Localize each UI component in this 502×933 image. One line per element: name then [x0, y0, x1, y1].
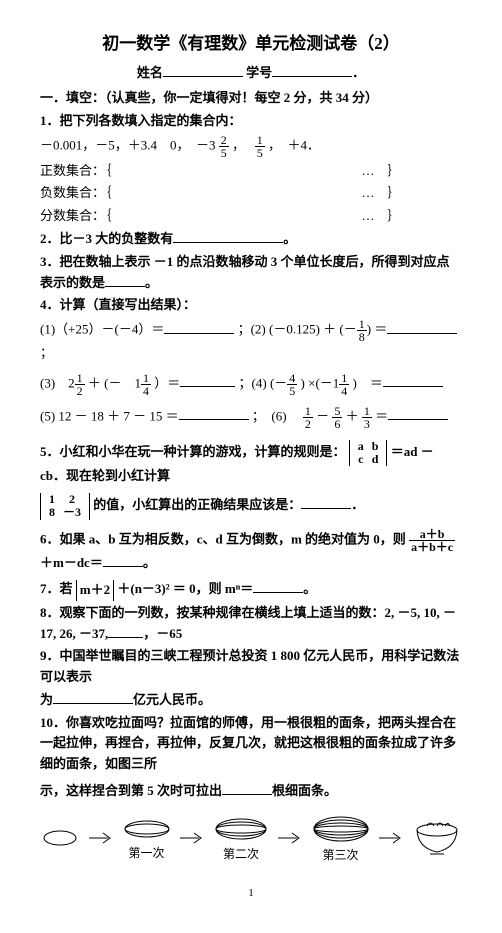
section1-head: 一．填空：（认真些，你一定填得对！每空 2 分，共 34 分） [40, 88, 462, 109]
q3: 3．把在数轴上表示 －1 的点沿数轴移动 3 个单位长度后，所得到对应点表示的数… [40, 252, 462, 294]
name-line: 姓名 学号． [40, 63, 462, 84]
name-label: 姓名 [137, 65, 163, 80]
q9-blank[interactable] [53, 691, 133, 704]
q5-matrix2: 128－3 [40, 493, 90, 519]
q6: 6．如果 a、b 互为相反数，c、d 互为倒数，m 的绝对值为 0，则 a＋ba… [40, 528, 462, 574]
q7-blank[interactable] [253, 580, 303, 593]
q4-1-blank[interactable] [164, 321, 234, 334]
q8-blank[interactable] [108, 625, 143, 638]
id-blank[interactable] [272, 64, 352, 77]
q5-blank[interactable] [301, 496, 351, 509]
noodle-1: 第一次 [122, 814, 172, 863]
q1-tail: ， ＋4． [268, 137, 320, 152]
q10-cont: 示，这样捏合到第 5 次时可拉出根细面条。 [40, 781, 462, 802]
q1-frac1: 25 [219, 134, 229, 159]
noodle-1-label: 第一次 [122, 844, 172, 863]
q10-blank[interactable] [222, 782, 272, 795]
noodle-diagram: 第一次 第二次 第三次 [40, 812, 462, 865]
q6-blank[interactable] [103, 554, 143, 567]
noodle-0 [40, 823, 80, 853]
q9-cont: 为亿元人民币。 [40, 690, 462, 711]
noodle-2-label: 第二次 [213, 845, 269, 864]
q4-3-blank[interactable] [180, 374, 235, 387]
q4-2-blank[interactable] [387, 321, 457, 334]
noodle-3: 第三次 [311, 812, 371, 865]
q7-abs: m＋2 [76, 580, 114, 601]
q1-positive-set: 正数集合：｛… ｝ [40, 161, 462, 182]
q4-head: 4．计算（直接写出结果）： [40, 295, 462, 316]
q1-negative-set: 负数集合：｛… ｝ [40, 183, 462, 204]
q1-head: 1．把下列各数填入指定的集合内： [40, 111, 462, 132]
q4-6-blank[interactable] [388, 407, 448, 420]
noodle-2: 第二次 [213, 813, 269, 864]
bowl [412, 818, 462, 858]
q1-nums-text: －0.001，－5，＋3.4 0， －3 [40, 137, 216, 152]
q1-frac2: 15 [255, 134, 265, 159]
q9: 9．中国举世瞩目的三峡工程预计总投资 1 800 亿元人民币，用科学记数法可以表… [40, 646, 462, 688]
q5-matrix1: abcd [349, 440, 388, 466]
q5: 5．小红和小华在玩一种计算的游戏，计算的规则是： abcd ＝ad － cb．现… [40, 440, 462, 487]
q4-line12: (1)（+25）－(－4）＝ ；(2) (－0.125) ＋ (－18) ＝； [40, 318, 462, 364]
q4-line34: (3) 212 ＋ (－ 114 ）＝ ；(4) (－45 ) ×(－114 )… [40, 372, 462, 397]
id-label: 学号 [246, 65, 272, 80]
q8: 8．观察下面的一列数，按某种规律在横线上填上适当的数：2, －5, 10, －1… [40, 603, 462, 645]
q7: 7．若 m＋2 ＋(n－3)² ＝ 0，则 mⁿ＝。 [40, 579, 462, 600]
arrow-icon [376, 823, 406, 853]
q3-blank[interactable] [105, 274, 145, 287]
arrow-icon [177, 823, 207, 853]
q2: 2．比－3 大的负整数有。 [40, 229, 462, 250]
q5-cont: 128－3 的值，小红算出的正确结果应该是：． [40, 493, 462, 519]
arrow-icon [86, 823, 116, 853]
name-blank[interactable] [163, 64, 243, 77]
q4-5-blank[interactable] [179, 407, 249, 420]
q4-line56: (5) 12 － 18 ＋ 7 － 15 ＝ ； (6) 12 － 56 ＋ 1… [40, 405, 462, 430]
q1-fraction-set: 分数集合：｛… ｝ [40, 206, 462, 227]
q4-4-blank[interactable] [383, 374, 443, 387]
q2-blank[interactable] [173, 230, 283, 243]
q1-comma: ， [232, 137, 239, 152]
noodle-3-label: 第三次 [311, 846, 371, 865]
q1-numbers: －0.001，－5，＋3.4 0， －3 25 ， 15 ， ＋4． [40, 134, 462, 159]
q10: 10．你喜欢吃拉面吗？拉面馆的师傅，用一根很粗的面条，把两头捏合在一起拉伸，再捏… [40, 713, 462, 775]
page-title: 初一数学《有理数》单元检测试卷（2） [40, 30, 462, 57]
page-number: 1 [40, 885, 462, 903]
arrow-icon [275, 823, 305, 853]
